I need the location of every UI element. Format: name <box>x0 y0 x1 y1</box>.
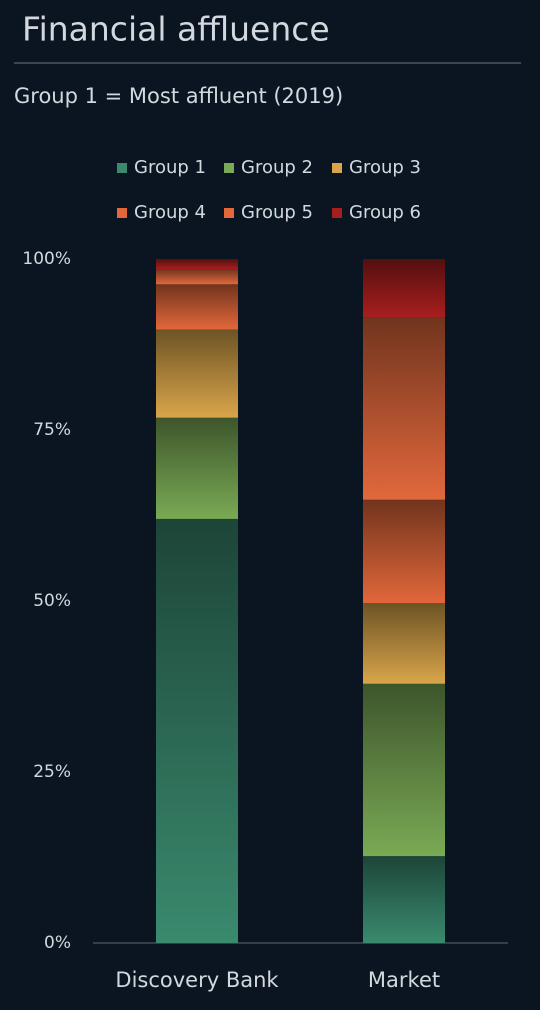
y-tick-label: 75% <box>33 420 71 440</box>
legend-swatch <box>224 163 234 173</box>
bar-segment <box>363 683 445 857</box>
legend-swatch <box>332 163 342 173</box>
legend-label: Group 1 <box>134 157 206 178</box>
chart-subtitle: Group 1 = Most affluent (2019) <box>14 84 343 108</box>
bar-segment <box>363 499 445 604</box>
bar-segment <box>156 259 238 270</box>
chart-title: Financial affluence <box>22 10 330 49</box>
legend-label: Group 6 <box>349 202 421 223</box>
legend-label: Group 5 <box>241 202 313 223</box>
bar-segment <box>363 317 445 500</box>
legend-swatch <box>117 163 127 173</box>
bar-segment <box>156 518 238 943</box>
y-tick-label: 0% <box>44 933 71 953</box>
legend-swatch <box>332 208 342 218</box>
bar-segment <box>156 417 238 519</box>
legend-swatch <box>224 208 234 218</box>
bar-segment <box>363 603 445 684</box>
bar-segment <box>156 329 238 418</box>
y-tick-label: 25% <box>33 762 71 782</box>
legend-label: Group 2 <box>241 157 313 178</box>
bar-segment <box>156 269 238 285</box>
bar-segment <box>363 259 445 318</box>
y-tick-label: 50% <box>33 591 71 611</box>
legend-swatch <box>117 208 127 218</box>
legend-label: Group 4 <box>134 202 206 223</box>
x-tick-label: Discovery Bank <box>115 968 279 992</box>
x-tick-label: Market <box>368 968 440 992</box>
bar-segment <box>363 856 445 943</box>
bar-segment <box>156 284 238 330</box>
y-tick-label: 100% <box>22 249 71 269</box>
legend-label: Group 3 <box>349 157 421 178</box>
